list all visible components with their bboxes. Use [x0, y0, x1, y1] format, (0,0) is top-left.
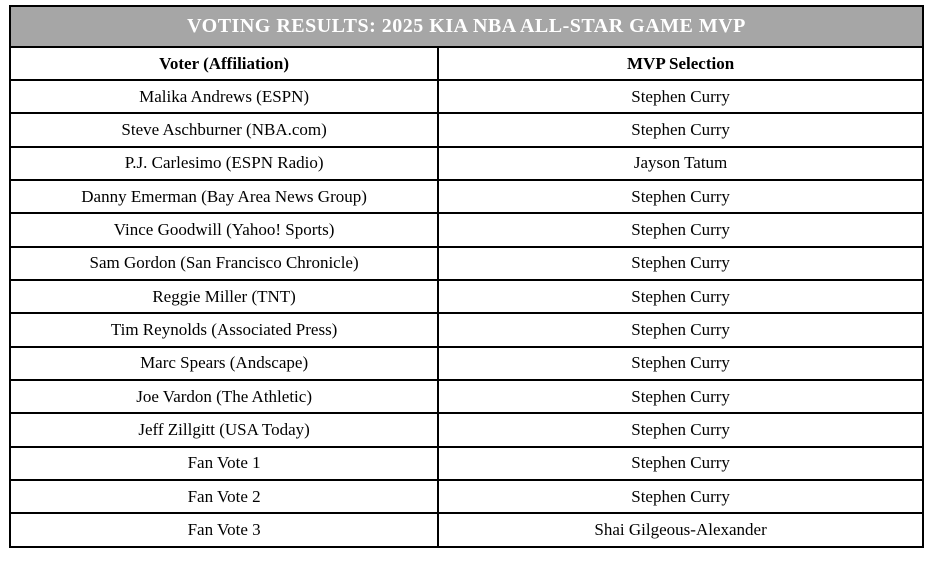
- voter-cell: Joe Vardon (The Athletic): [8, 379, 440, 415]
- table-row: Fan Vote 1 Stephen Curry: [8, 445, 924, 482]
- table-row: Vince Goodwill (Yahoo! Sports) Stephen Cu…: [8, 212, 924, 248]
- table-row: P.J. Carlesimo (ESPN Radio) Jayson Tatum: [8, 145, 924, 182]
- table-row: Sam Gordon (San Francisco Chronicle) Step…: [8, 245, 924, 282]
- voting-results-table: VOTING RESULTS: 2025 KIA NBA ALL-STAR GA…: [8, 5, 924, 548]
- table-row: Tim Reynolds (Associated Press) Stephen C…: [8, 312, 924, 348]
- column-header-selection: MVP Selection: [437, 46, 924, 81]
- voter-cell: Tim Reynolds (Associated Press): [8, 312, 440, 348]
- voter-cell: Reggie Miller (TNT): [8, 279, 440, 315]
- table-row: Steve Aschburner (NBA.com) Stephen Curry: [8, 112, 924, 148]
- selection-cell: Jayson Tatum: [437, 145, 924, 182]
- selection-cell: Stephen Curry: [437, 412, 924, 448]
- table-row: Fan Vote 3 Shai Gilgeous-Alexander: [8, 512, 924, 548]
- selection-cell: Stephen Curry: [437, 245, 924, 282]
- voter-cell: Steve Aschburner (NBA.com): [8, 112, 440, 148]
- voter-cell: Fan Vote 2: [8, 479, 440, 515]
- selection-cell: Stephen Curry: [437, 445, 924, 482]
- table-title: VOTING RESULTS: 2025 KIA NBA ALL-STAR GA…: [9, 5, 924, 48]
- table-row: Reggie Miller (TNT) Stephen Curry: [8, 279, 924, 315]
- voter-cell: Malika Andrews (ESPN): [8, 78, 440, 115]
- selection-cell: Stephen Curry: [437, 112, 924, 148]
- voter-cell: P.J. Carlesimo (ESPN Radio): [8, 145, 440, 182]
- table-row: Jeff Zillgitt (USA Today) Stephen Curry: [8, 412, 924, 448]
- selection-cell: Stephen Curry: [437, 345, 924, 382]
- voter-cell: Marc Spears (Andscape): [8, 345, 440, 382]
- selection-cell: Stephen Curry: [437, 179, 924, 215]
- title-row: VOTING RESULTS: 2025 KIA NBA ALL-STAR GA…: [9, 5, 924, 48]
- selection-cell: Shai Gilgeous-Alexander: [437, 512, 924, 548]
- selection-cell: Stephen Curry: [437, 312, 924, 348]
- selection-cell: Stephen Curry: [437, 78, 924, 115]
- table-row: Fan Vote 2 Stephen Curry: [8, 479, 924, 515]
- voter-cell: Fan Vote 1: [8, 445, 440, 482]
- voter-cell: Sam Gordon (San Francisco Chronicle): [8, 245, 440, 282]
- table-row: Danny Emerman (Bay Area News Group) Steph…: [8, 179, 924, 215]
- column-header-voter: Voter (Affiliation): [8, 46, 440, 81]
- selection-cell: Stephen Curry: [437, 379, 924, 415]
- voter-cell: Jeff Zillgitt (USA Today): [8, 412, 440, 448]
- table-row: Joe Vardon (The Athletic) Stephen Curry: [8, 379, 924, 415]
- column-header-row: Voter (Affiliation) MVP Selection: [8, 46, 924, 81]
- selection-cell: Stephen Curry: [437, 212, 924, 248]
- table-row: Marc Spears (Andscape) Stephen Curry: [8, 345, 924, 382]
- voter-cell: Vince Goodwill (Yahoo! Sports): [8, 212, 440, 248]
- voter-cell: Danny Emerman (Bay Area News Group): [8, 179, 440, 215]
- selection-cell: Stephen Curry: [437, 279, 924, 315]
- table-row: Malika Andrews (ESPN) Stephen Curry: [8, 78, 924, 115]
- voter-cell: Fan Vote 3: [8, 512, 440, 548]
- selection-cell: Stephen Curry: [437, 479, 924, 515]
